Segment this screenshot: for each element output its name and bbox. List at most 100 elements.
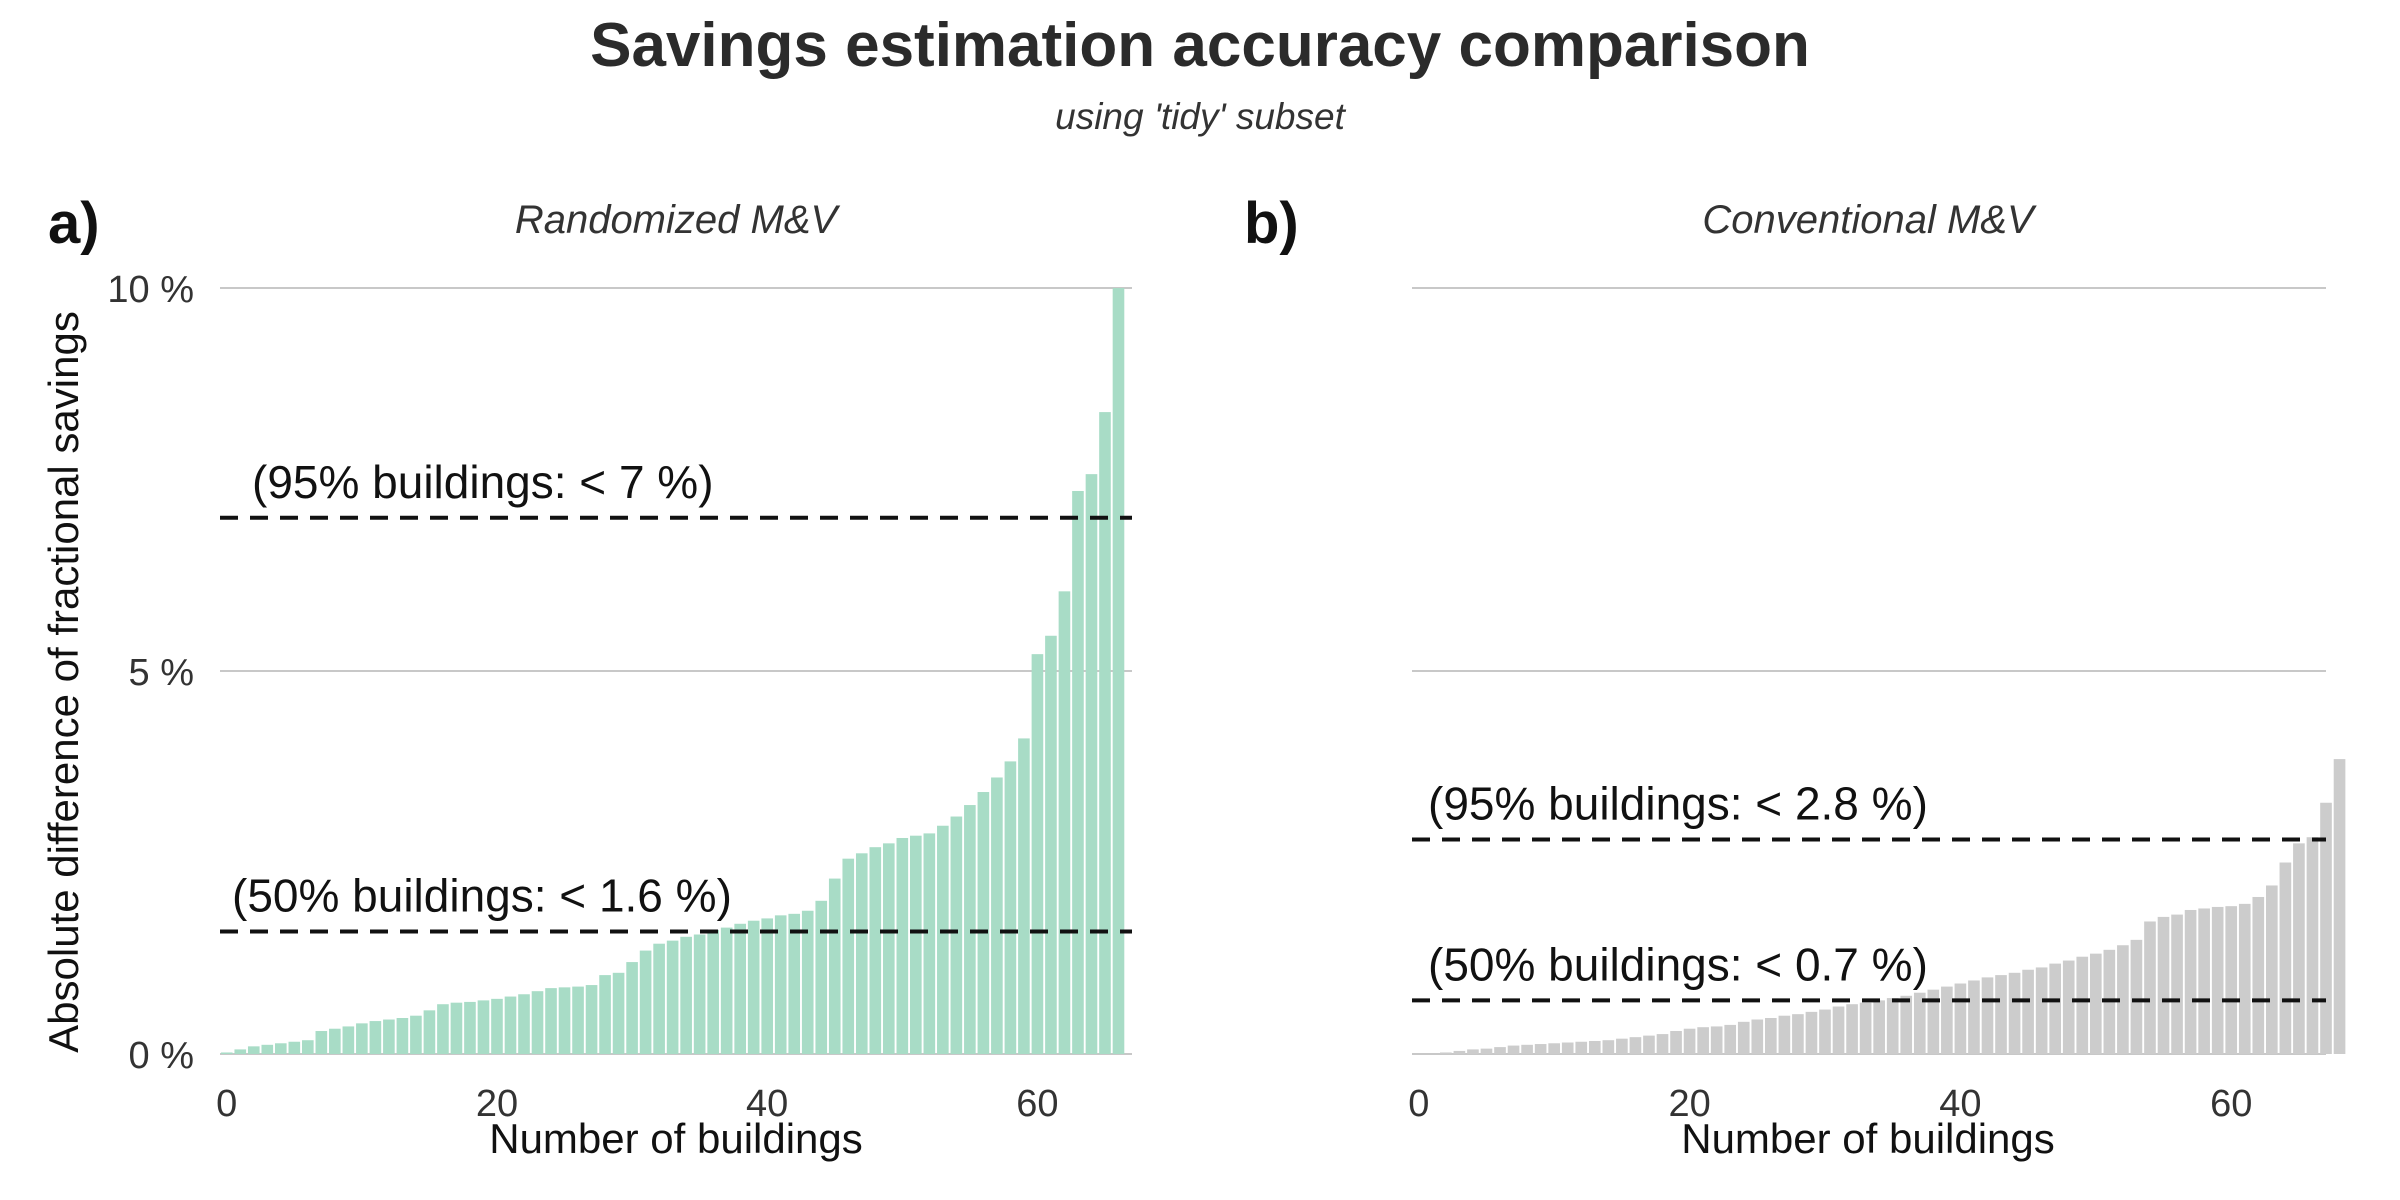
panel-b-bar [2144,921,2156,1054]
panel-b-bar [1886,998,1899,1054]
panel-a-bar [612,972,625,1054]
panel-a-bar [585,985,598,1054]
panel-a-bar [220,1052,233,1054]
chart-title: Savings estimation accuracy comparison [590,11,1810,80]
panel-b-bar [2171,914,2183,1054]
panel-b-bar [2184,909,2197,1054]
panel-a-bar [964,805,976,1054]
panel-b-bar [1981,977,1994,1054]
panel-b-bar [1805,1011,1818,1054]
panel-b-bar [1697,1027,1709,1054]
panel-b-bar [2252,896,2265,1054]
panel-b-bar [1521,1044,1533,1054]
panel-a-x-tick-label: 60 [1016,1083,1058,1125]
panel-a-reference-label: (50% buildings: < 1.6 %) [232,869,732,921]
panel-b-bar [1683,1028,1696,1054]
panel-b-x-axis-label: Number of buildings [1681,1115,2055,1162]
panel-b-bar [1792,1014,1804,1054]
panel-b-bar [1453,1050,1466,1054]
panel-a-bar [788,913,801,1054]
panel-b-bar [2211,906,2224,1054]
panel-b-bar [1873,1000,1885,1054]
panel-b-bar [1480,1048,1493,1054]
panel-b-bar [1643,1035,1655,1054]
panel-b-bar [2062,960,2075,1054]
panel-a-bar [329,1028,341,1054]
panel-a-bar [761,918,774,1054]
panel-b-bar [1494,1047,1506,1054]
panel-a-x-tick-label: 40 [746,1083,788,1125]
panel-b-title: Conventional M&V [1702,198,2034,242]
panel-b-bar [2198,908,2210,1054]
panel-b-reference-label: (95% buildings: < 2.8 %) [1428,778,1928,830]
panel-a-bar [302,1040,314,1054]
panel-a-bar [977,792,990,1054]
panel-b-bar [1534,1044,1547,1054]
panel-a-x-tick-label: 0 [216,1083,237,1125]
panel-a-bar [666,940,679,1054]
panel-b-x-tick-label: 0 [1408,1083,1429,1125]
panel-b-bar [1670,1031,1682,1054]
panel-a-title: Randomized M&V [514,198,838,242]
panel-a-bar [950,816,963,1054]
panel-a-y-tick-label: 5 % [129,652,194,694]
panel-a-y-tick-label: 0 % [129,1035,194,1077]
panel-b-bar [1954,983,1967,1054]
panel-a-bar [707,929,719,1054]
panel-a-bar [1031,654,1044,1054]
panel-a-bar [437,1004,449,1054]
panel-a-y-tick-label: 10 % [107,269,194,311]
panel-b-bar [1751,1019,1764,1054]
panel-b-bar [2225,906,2238,1054]
panel-a-bar [680,936,692,1054]
panel-b-label: b) [1244,191,1299,256]
panel-b-bar [1859,1002,1872,1054]
panel-a-bar [450,1002,463,1054]
panel-b-bar [2320,802,2332,1054]
panel-a-bar [747,920,760,1054]
panel-a-bar [383,1019,395,1054]
panel-a-bar [545,988,557,1054]
panel-b-bar [2035,967,2048,1054]
panel-a-bar [572,986,584,1054]
panel-b-bar [2238,903,2251,1054]
panel-b-bar [1724,1024,1737,1054]
panel-b-bar [1656,1034,1669,1054]
panel-a-bar [1004,761,1017,1054]
panel-a-bar [937,825,949,1054]
panel-a-bar [855,853,868,1054]
panel-b-bar [1467,1049,1479,1054]
panel-a-bar [234,1049,247,1054]
panel-b-bar [2157,916,2170,1054]
panel-b-bar [1710,1026,1723,1054]
panel-a-bar [869,847,882,1054]
panel-a-reference-label: (95% buildings: < 7 %) [252,456,714,508]
panel-a-bar [477,1000,490,1054]
panel-a-bar [991,777,1003,1054]
panel-b-bar [1737,1021,1750,1054]
panel-a-bar [842,858,855,1054]
panel-b-bar [1765,1017,1777,1054]
panel-a-bar [531,991,544,1054]
panel-b-bar [2049,963,2062,1054]
panel-a-label: a) [48,191,100,256]
panel-b-bar [1913,992,1926,1054]
panel-a-bar [626,962,638,1054]
panel-b-x-tick-label: 60 [2210,1083,2252,1125]
panel-b-bar [1507,1045,1520,1054]
panel-a-bar [1072,490,1084,1054]
panel-a-bar [882,843,895,1054]
chart-subtitle: using 'tidy' subset [1055,96,1345,137]
panel-a-bar [815,900,828,1054]
panel-b-x-tick-label: 40 [1939,1083,1981,1125]
panel-a-x-axis-label: Number of buildings [489,1115,863,1162]
panel-b-bar [2293,843,2305,1054]
panel-a-bar [774,915,787,1054]
panel-a-bar [720,927,733,1054]
panel-a-bar [734,923,746,1054]
panel-b-bar [1602,1040,1615,1054]
panel-a-bar [342,1026,355,1054]
panel-b-bar [2089,953,2102,1054]
panel-a-bar [558,987,571,1054]
